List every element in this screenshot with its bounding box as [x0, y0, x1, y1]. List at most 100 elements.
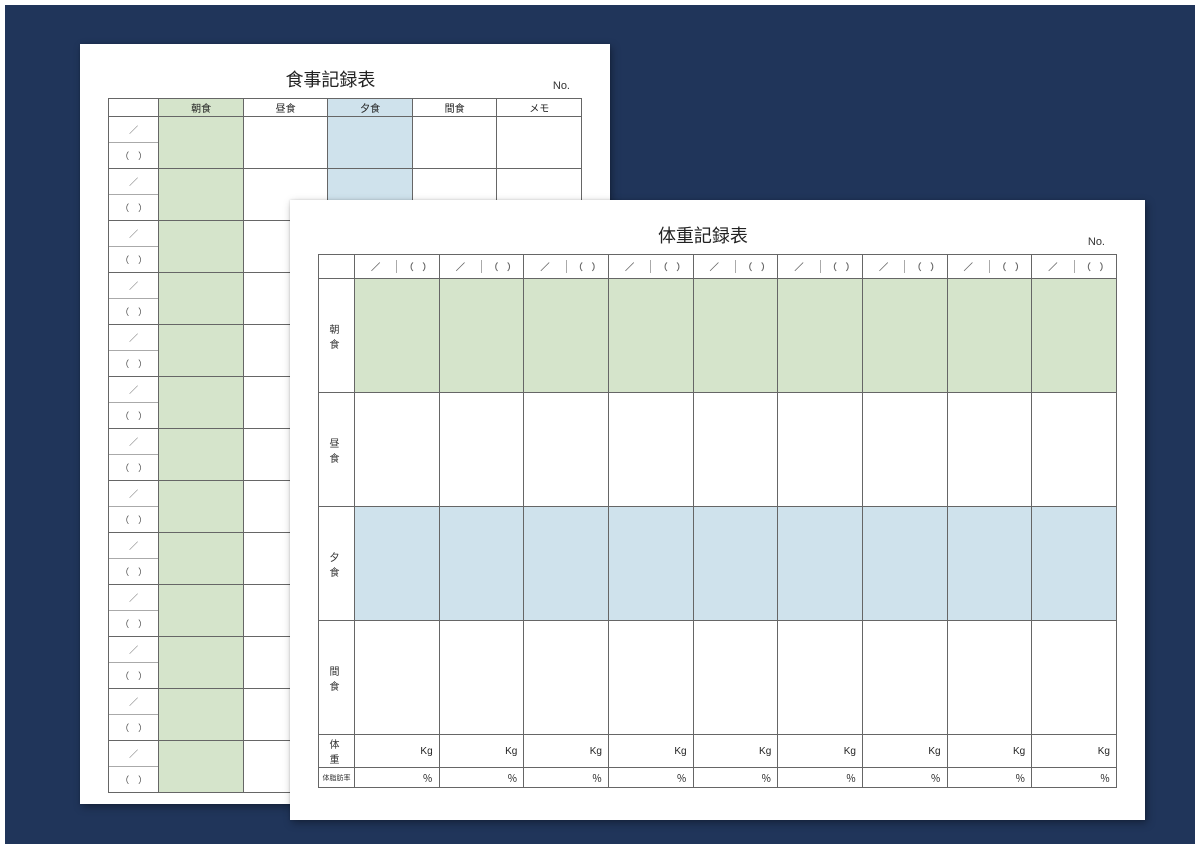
sheet1-body-cell — [159, 533, 244, 585]
sheet2-body-cell — [947, 507, 1032, 621]
sheet2-row-label: 夕 食 — [319, 507, 355, 621]
sheet2-body-cell — [947, 393, 1032, 507]
sheet1-date-cell: ／（ ） — [109, 273, 159, 325]
sheet2-body-cell — [355, 621, 440, 735]
stage: 食事記録表 No. 朝食昼食夕食間食メモ／（ ）／（ ）／（ ）／（ ）／（ ）… — [40, 30, 1160, 819]
sheet1-body-cell — [159, 637, 244, 689]
sheet1-date-cell: ／（ ） — [109, 741, 159, 793]
sheet1-body-cell — [159, 689, 244, 741]
sheet1-body-cell — [159, 273, 244, 325]
sheet2-date-cell: ／（ ） — [947, 255, 1032, 279]
sheet2-body-cell — [862, 393, 947, 507]
sheet2-footer-cell: ％ — [778, 768, 863, 788]
sheet1-body-cell — [159, 325, 244, 377]
sheet2-body-cell — [608, 621, 693, 735]
sheet2-date-cell: ／（ ） — [355, 255, 440, 279]
sheet2-row-label: 朝 食 — [319, 279, 355, 393]
sheet1-body-cell — [159, 377, 244, 429]
sheet2-footer-cell: Kg — [355, 735, 440, 768]
sheet2-footer-cell: Kg — [608, 735, 693, 768]
sheet1-date-cell: ／（ ） — [109, 637, 159, 689]
sheet2-body-cell — [693, 507, 778, 621]
sheet2-title: 体重記録表 — [318, 222, 1088, 248]
sheet2-body-cell — [693, 393, 778, 507]
sheet1-date-cell: ／（ ） — [109, 429, 159, 481]
sheet1-body-cell — [159, 585, 244, 637]
sheet2-row-label: 昼 食 — [319, 393, 355, 507]
sheet1-title: 食事記録表 — [108, 66, 553, 92]
sheet2-body-cell — [693, 279, 778, 393]
sheet1-body-cell — [159, 117, 244, 169]
sheet1-date-cell: ／（ ） — [109, 377, 159, 429]
sheet1-header-cell: 昼食 — [243, 99, 328, 117]
sheet2-date-cell: ／（ ） — [608, 255, 693, 279]
sheet2-body-cell — [862, 279, 947, 393]
sheet-weight-record: 体重記録表 No. ／（ ）／（ ）／（ ）／（ ）／（ ）／（ ）／（ ）／（… — [290, 200, 1145, 820]
sheet1-body-cell — [159, 169, 244, 221]
sheet2-body-cell — [524, 507, 609, 621]
sheet2-header-blank — [319, 255, 355, 279]
sheet2-footer-cell: Kg — [778, 735, 863, 768]
sheet2-body-cell — [355, 393, 440, 507]
sheet2-footer-cell: ％ — [608, 768, 693, 788]
sheet1-body-cell — [243, 117, 328, 169]
sheet2-date-cell: ／（ ） — [693, 255, 778, 279]
sheet2-date-cell: ／（ ） — [778, 255, 863, 279]
sheet2-footer-cell: Kg — [693, 735, 778, 768]
sheet2-table: ／（ ）／（ ）／（ ）／（ ）／（ ）／（ ）／（ ）／（ ）／（ ）朝 食昼… — [318, 254, 1117, 788]
sheet2-body-cell — [947, 621, 1032, 735]
sheet1-body-cell — [328, 117, 413, 169]
sheet2-footer-cell: ％ — [524, 768, 609, 788]
sheet1-body-cell — [159, 481, 244, 533]
sheet1-no-label: No. — [553, 80, 570, 92]
sheet1-date-cell: ／（ ） — [109, 689, 159, 741]
sheet2-footer-cell: ％ — [1032, 768, 1117, 788]
sheet1-header-cell: 間食 — [412, 99, 497, 117]
sheet2-footer-cell: Kg — [862, 735, 947, 768]
sheet2-no-label: No. — [1088, 236, 1105, 248]
sheet2-body-cell — [439, 621, 524, 735]
sheet2-body-cell — [778, 393, 863, 507]
sheet2-footer-cell: ％ — [355, 768, 440, 788]
sheet2-row-label: 間 食 — [319, 621, 355, 735]
sheet1-header-cell: メモ — [497, 99, 582, 117]
sheet2-body-cell — [439, 279, 524, 393]
sheet1-date-cell: ／（ ） — [109, 221, 159, 273]
sheet2-body-cell — [608, 507, 693, 621]
sheet2-footer-cell: Kg — [439, 735, 524, 768]
sheet2-body-cell — [355, 279, 440, 393]
sheet2-body-cell — [778, 621, 863, 735]
sheet2-footer-cell: ％ — [439, 768, 524, 788]
sheet2-body-cell — [608, 279, 693, 393]
sheet2-footer-cell: Kg — [947, 735, 1032, 768]
sheet1-date-cell: ／（ ） — [109, 481, 159, 533]
sheet2-body-cell — [608, 393, 693, 507]
sheet2-date-cell: ／（ ） — [862, 255, 947, 279]
sheet1-body-cell — [159, 429, 244, 481]
sheet2-body-cell — [1032, 507, 1117, 621]
sheet2-body-cell — [1032, 393, 1117, 507]
sheet2-body-cell — [524, 621, 609, 735]
sheet2-footer-label: 体 重 — [319, 735, 355, 768]
sheet1-body-cell — [412, 117, 497, 169]
sheet1-header-blank — [109, 99, 159, 117]
sheet2-date-cell: ／（ ） — [439, 255, 524, 279]
sheet2-body-cell — [778, 507, 863, 621]
sheet2-footer-cell: Kg — [524, 735, 609, 768]
sheet2-body-cell — [524, 279, 609, 393]
sheet2-body-cell — [524, 393, 609, 507]
sheet2-body-cell — [439, 393, 524, 507]
sheet2-footer-label: 体脂肪率 — [319, 768, 355, 788]
sheet2-body-cell — [1032, 621, 1117, 735]
sheet2-body-cell — [439, 507, 524, 621]
sheet2-footer-cell: ％ — [862, 768, 947, 788]
sheet2-footer-cell: ％ — [947, 768, 1032, 788]
sheet2-body-cell — [862, 507, 947, 621]
sheet2-body-cell — [862, 621, 947, 735]
sheet1-date-cell: ／（ ） — [109, 117, 159, 169]
sheet2-body-cell — [355, 507, 440, 621]
sheet2-body-cell — [947, 279, 1032, 393]
outer-frame: 食事記録表 No. 朝食昼食夕食間食メモ／（ ）／（ ）／（ ）／（ ）／（ ）… — [0, 0, 1200, 849]
sheet2-footer-cell: ％ — [693, 768, 778, 788]
sheet1-header-cell: 朝食 — [159, 99, 244, 117]
